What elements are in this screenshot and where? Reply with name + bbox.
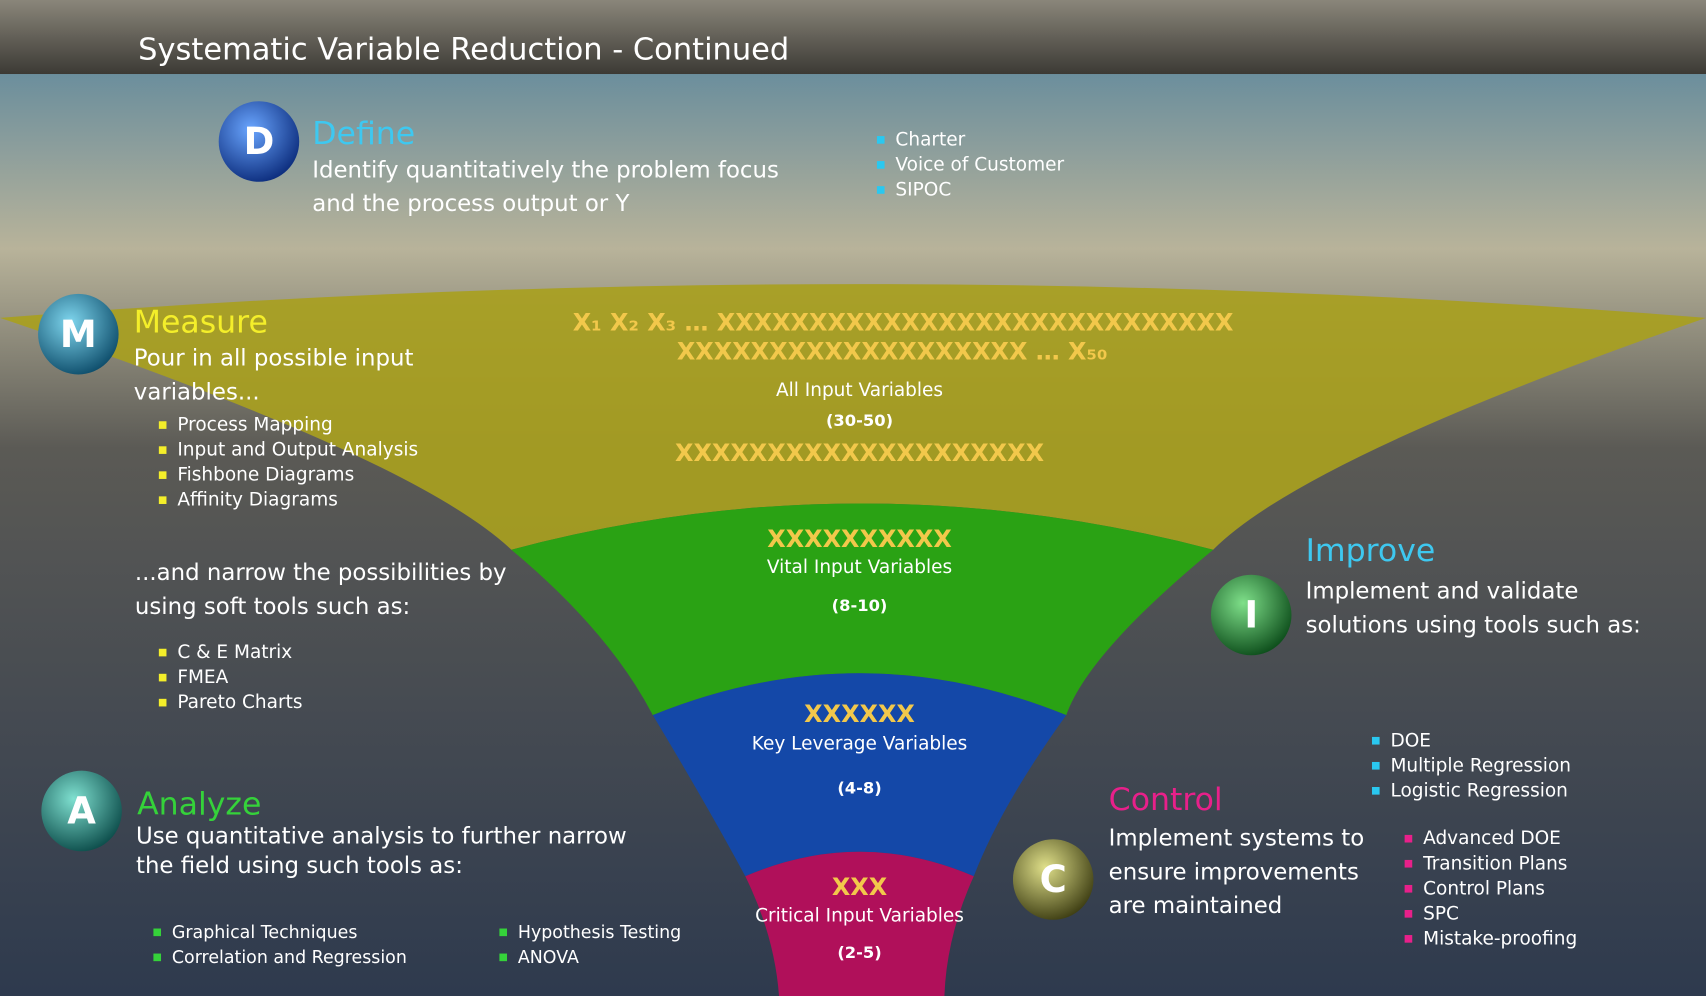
measure-letter: M (60, 313, 97, 356)
bullet (877, 161, 885, 169)
tool-item: Correlation and Regression (172, 948, 407, 968)
phase-name: Analyze (137, 787, 261, 823)
description-line: are maintained (1109, 893, 1283, 919)
phase-name: Control (1109, 782, 1223, 818)
funnel-variables: XXXXXXXXXX (767, 525, 952, 553)
tool-item: Input and Output Analysis (177, 440, 418, 461)
funnel-label: All Input Variables (776, 380, 943, 401)
description-line: ensure improvements (1109, 859, 1359, 885)
funnel-range: (2-5) (837, 943, 881, 962)
funnel-range: (8-10) (832, 596, 888, 615)
tool-item: Logistic Regression (1390, 780, 1567, 801)
bullet (159, 674, 167, 682)
funnel-label: Critical Input Variables (755, 906, 964, 927)
control-letter: C (1040, 858, 1067, 901)
description-line: the field using such tools as: (136, 853, 463, 879)
tool-item: ANOVA (518, 948, 579, 968)
bullet (159, 421, 167, 429)
bullet (159, 649, 167, 657)
bullet (1372, 762, 1380, 770)
funnel-variables: XXXXXX (804, 700, 915, 728)
funnel-variables: XXXXXXXXXXXXXXXXXXX … X₅₀ (677, 338, 1108, 366)
bullet (1405, 885, 1413, 893)
tool-item: Graphical Techniques (172, 923, 358, 943)
tool-item: Mistake-proofing (1423, 928, 1577, 949)
bullet (1405, 860, 1413, 868)
define-letter: D (244, 120, 275, 163)
tool-item: Advanced DOE (1423, 828, 1561, 849)
description-line: Pour in all possible input (134, 346, 414, 372)
tool-item: Process Mapping (177, 415, 332, 436)
bullet (159, 699, 167, 707)
bullet (159, 446, 167, 454)
bullet (159, 496, 167, 504)
phase-name: Improve (1306, 533, 1436, 569)
funnel-range: (4-8) (837, 779, 881, 798)
bullet (877, 136, 885, 144)
bullet (1372, 787, 1380, 795)
description-line: ...and narrow the possibilities by (135, 560, 507, 586)
tool-item: SIPOC (895, 179, 951, 200)
bullet (1405, 835, 1413, 843)
tool-item: Pareto Charts (177, 692, 302, 713)
funnel-label: Key Leverage Variables (752, 734, 968, 755)
analyze-letter: A (67, 790, 96, 833)
description-line: Use quantitative analysis to further nar… (136, 824, 627, 850)
bullet (877, 186, 885, 194)
description-line: Identify quantitatively the problem focu… (312, 157, 779, 183)
funnel-variables: XXXXXXXXXXXXXXXXXXXX (675, 439, 1044, 467)
description-line: solutions using tools such as: (1306, 612, 1641, 638)
funnel-range: (30-50) (826, 411, 893, 430)
tool-item: SPC (1423, 903, 1459, 924)
bullet (1372, 737, 1380, 745)
description-line: variables... (134, 379, 260, 405)
tool-item: Control Plans (1423, 878, 1545, 899)
funnel-variables: XXX (832, 873, 887, 901)
title: Systematic Variable Reduction - Continue… (138, 33, 789, 68)
funnel-variables: X₁ X₂ X₃ … XXXXXXXXXXXXXXXXXXXXXXXXXXXX (573, 308, 1234, 336)
tool-item: DOE (1390, 730, 1430, 751)
tool-item: FMEA (177, 667, 228, 688)
description-line: and the process output or Y (312, 191, 629, 217)
page: Systematic Variable Reduction - Continue… (0, 0, 1706, 996)
tool-item: Charter (895, 129, 965, 150)
phase-name: Define (312, 116, 415, 152)
improve-letter: I (1244, 594, 1258, 637)
bullet (499, 954, 507, 962)
bullet (159, 471, 167, 479)
tool-item: C & E Matrix (177, 642, 292, 663)
diagram: Systematic Variable Reduction - Continue… (0, 0, 1706, 996)
description-line: using soft tools such as: (135, 594, 410, 620)
tool-item: Hypothesis Testing (518, 923, 681, 943)
description-line: Implement systems to (1109, 826, 1365, 852)
description-line: Implement and validate (1306, 579, 1579, 605)
funnel-label: Vital Input Variables (767, 557, 952, 578)
tool-item: Affinity Diagrams (177, 490, 338, 511)
bullet (1405, 935, 1413, 943)
bullet (499, 929, 507, 937)
tool-item: Voice of Customer (895, 154, 1064, 175)
bullet (1405, 910, 1413, 918)
bullet (153, 929, 161, 937)
phase-name: Measure (134, 304, 268, 340)
bullet (153, 954, 161, 962)
tool-item: Multiple Regression (1390, 755, 1571, 776)
tool-item: Fishbone Diagrams (177, 465, 354, 486)
tool-item: Transition Plans (1422, 853, 1567, 874)
